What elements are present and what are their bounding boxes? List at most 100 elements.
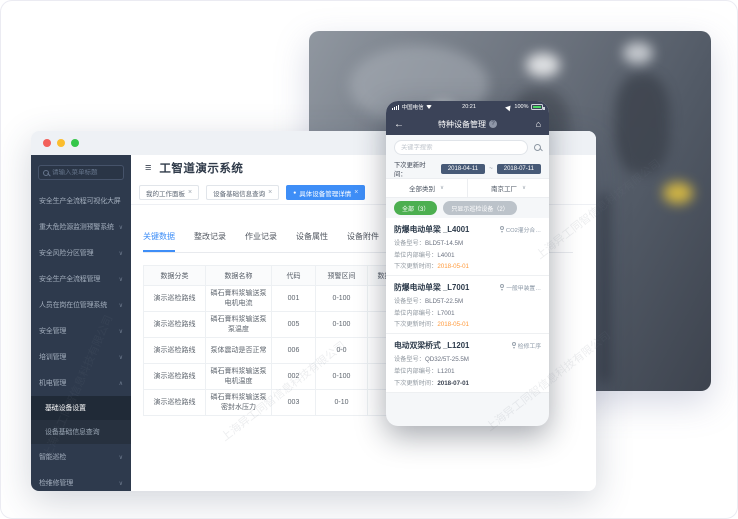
phone-search-input[interactable]	[401, 143, 521, 151]
inspection-only-filter-button[interactable]: 只显示巡检设备（2）	[443, 201, 517, 215]
sidebar-item-label: 安全管理	[39, 328, 67, 335]
sidebar-item-safety-mgmt[interactable]: 安全管理 ∨	[31, 318, 131, 344]
all-filter-button[interactable]: 全部（3）	[394, 201, 438, 215]
table-cell: 演示巡检路线	[143, 337, 206, 364]
phone-screen: 中国电信 20:21 100% ← 特种设备管理 ? ⌂	[386, 101, 549, 426]
sidebar-item-personnel[interactable]: 人员在岗在位管理系统 ∨	[31, 292, 131, 318]
tab-work-records[interactable]: 作业记录	[245, 232, 277, 241]
chevron-down-icon: ∨	[118, 224, 123, 231]
table-cell: 0-100	[315, 311, 368, 338]
equipment-card[interactable]: 防爆电动单梁 _L4001 CO2灌分合… 设备型号：BLD5T-14.5M 单…	[386, 218, 549, 277]
sidebar-item-hazard-monitor[interactable]: 重大危险源监测预警系统 ∨	[31, 214, 131, 240]
traffic-light-zoom[interactable]	[71, 139, 79, 147]
date-from-chip[interactable]: 2018-04-11	[440, 163, 486, 174]
sidebar-item-safety-process[interactable]: 安全生产全流程管理 ∨	[31, 266, 131, 292]
category-dropdown[interactable]: 全部类别 ∨	[386, 179, 467, 197]
model-value: BLD5T-14.5M	[424, 240, 464, 247]
phone-nav-bar: ← 特种设备管理 ? ⌂	[386, 113, 549, 135]
sidebar-item-smart-inspection[interactable]: 智能巡检 ∨	[31, 444, 131, 470]
table-cell: 磷石膏料浆输送泵电机电流	[205, 285, 272, 312]
traffic-light-minimize[interactable]	[57, 139, 65, 147]
model-label: 设备型号：	[394, 298, 425, 306]
table-header: 代码	[271, 265, 316, 286]
tab-chip-device-detail[interactable]: ● 具体设备管理详情 ×	[286, 185, 366, 200]
tab-rectify-records[interactable]: 整改记录	[194, 232, 226, 241]
table-header: 预警区间	[315, 265, 368, 286]
back-icon[interactable]: ←	[394, 118, 404, 130]
phone-search-field[interactable]	[394, 139, 528, 155]
table-cell: 0-100	[315, 363, 368, 390]
hamburger-icon[interactable]: ≡	[145, 162, 152, 174]
location-text: CO2灌分合…	[505, 228, 541, 234]
location-arrow-icon	[505, 103, 513, 111]
sidebar-item-label: 机电管理	[39, 380, 67, 387]
next-update-value: 2018-05-01	[437, 321, 469, 329]
photo-blob	[526, 52, 561, 77]
table-cell: 005	[271, 311, 316, 338]
close-icon[interactable]: ×	[268, 189, 273, 196]
tab-chip-workpanel[interactable]: 我的工作面板 ×	[139, 185, 200, 200]
tab-chip-device-query[interactable]: 设备基础信息查询 ×	[206, 185, 280, 200]
table-cell: 演示巡检路线	[143, 285, 206, 312]
photo-blob	[598, 193, 611, 383]
equipment-title: 防爆电动单梁 _L7001	[394, 283, 470, 293]
help-badge-icon[interactable]: ?	[489, 120, 497, 128]
sidebar-item-label: 安全风险分区管理	[39, 250, 94, 257]
table-cell: 磷石膏料浆输送泵电机温度	[205, 363, 272, 390]
sidebar-item-label: 设备基础信息查询	[45, 429, 100, 436]
sidebar-item-mech-electric[interactable]: 机电管理 ∧	[31, 370, 131, 396]
chevron-down-icon: ∨	[118, 480, 123, 487]
table-cell: 002	[271, 363, 316, 390]
sidebar-item-label: 培训管理	[39, 354, 67, 361]
model-label: 设备型号：	[394, 240, 425, 247]
chevron-up-icon: ∧	[118, 380, 123, 387]
unit-label: 单位内部编号：	[394, 367, 438, 375]
wifi-icon	[426, 105, 433, 109]
equipment-title: 防爆电动单梁 _L4001	[394, 225, 470, 234]
tab-device-attachments[interactable]: 设备附件	[347, 232, 379, 241]
tab-key-data[interactable]: 关键数据	[143, 231, 175, 252]
table-cell: 演示巡检路线	[143, 363, 206, 390]
factory-dropdown[interactable]: 南京工厂 ∨	[467, 179, 549, 197]
main-header: ≡ 工智道演示系统	[131, 155, 596, 181]
unit-label: 单位内部编号：	[394, 251, 438, 259]
table-header: 数据分类	[143, 265, 206, 286]
sidebar: 安全生产全流程可视化大屏 重大危险源监测预警系统 ∨ 安全风险分区管理 ∨ 安全…	[31, 155, 131, 491]
sidebar-item-risk-zone[interactable]: 安全风险分区管理 ∨	[31, 240, 131, 266]
chevron-down-icon: ∨	[118, 250, 123, 257]
close-icon[interactable]: ×	[354, 189, 359, 196]
equipment-card[interactable]: 防爆电动单梁 _L7001 一般甲装置… 设备型号：BLD5T-22.5M 单位…	[386, 276, 549, 335]
table-cell: 演示巡检路线	[143, 389, 206, 416]
traffic-light-close[interactable]	[43, 139, 51, 147]
phone-title-text: 特种设备管理	[438, 119, 486, 129]
next-update-value: 2018-05-01	[437, 263, 469, 271]
unit-value: L7001	[437, 309, 455, 317]
update-time-label: 下次更新时间：	[394, 161, 426, 178]
table-cell: 0-10	[315, 389, 368, 416]
equipment-title: 电动双梁桥式 _L1201	[394, 341, 470, 351]
tab-chip-label: 我的工作面板	[146, 190, 185, 198]
close-icon[interactable]: ×	[188, 189, 193, 196]
home-icon[interactable]: ⌂	[535, 119, 541, 129]
unit-label: 单位内部编号：	[394, 309, 438, 317]
chevron-down-icon: ∨	[118, 328, 123, 335]
equipment-card[interactable]: 电动双梁桥式 _L1201 检修工序 设备型号：QD32/5T-25.5M 单位…	[386, 334, 549, 393]
table-cell: 0-0	[315, 337, 368, 364]
sidebar-search-input[interactable]	[52, 169, 116, 176]
sidebar-item-device-info-query[interactable]: 设备基础信息查询	[31, 420, 131, 444]
next-update-label: 下次更新时间：	[394, 321, 438, 329]
table-cell: 006	[271, 337, 316, 364]
sidebar-search[interactable]	[38, 165, 124, 180]
sidebar-item-visual-screen[interactable]: 安全生产全流程可视化大屏	[31, 188, 131, 214]
search-icon[interactable]	[534, 143, 541, 151]
clock-label: 20:21	[462, 104, 476, 110]
table-cell: 磷石膏料浆输送泵泵温度	[205, 311, 272, 338]
tab-chip-label: 具体设备管理详情	[299, 190, 352, 198]
sidebar-item-maintenance[interactable]: 检维修管理 ∨	[31, 470, 131, 491]
sidebar-item-basic-device-setting[interactable]: 基础设备设置	[31, 396, 131, 420]
date-to-chip[interactable]: 2018-07-11	[496, 163, 541, 174]
unit-value: L1201	[437, 367, 455, 375]
sidebar-item-training[interactable]: 培训管理 ∨	[31, 344, 131, 370]
tab-device-attrs[interactable]: 设备属性	[296, 232, 328, 241]
next-update-label: 下次更新时间：	[394, 379, 438, 387]
